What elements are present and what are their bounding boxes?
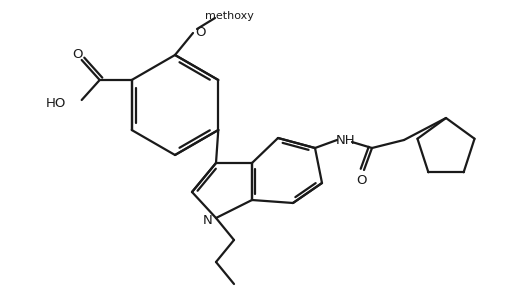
Text: O: O bbox=[195, 26, 206, 38]
Text: O: O bbox=[72, 47, 83, 60]
Text: O: O bbox=[357, 173, 367, 187]
Text: N: N bbox=[203, 213, 213, 226]
Text: HO: HO bbox=[45, 96, 66, 110]
Text: methoxy: methoxy bbox=[204, 11, 253, 21]
Text: NH: NH bbox=[336, 133, 356, 147]
